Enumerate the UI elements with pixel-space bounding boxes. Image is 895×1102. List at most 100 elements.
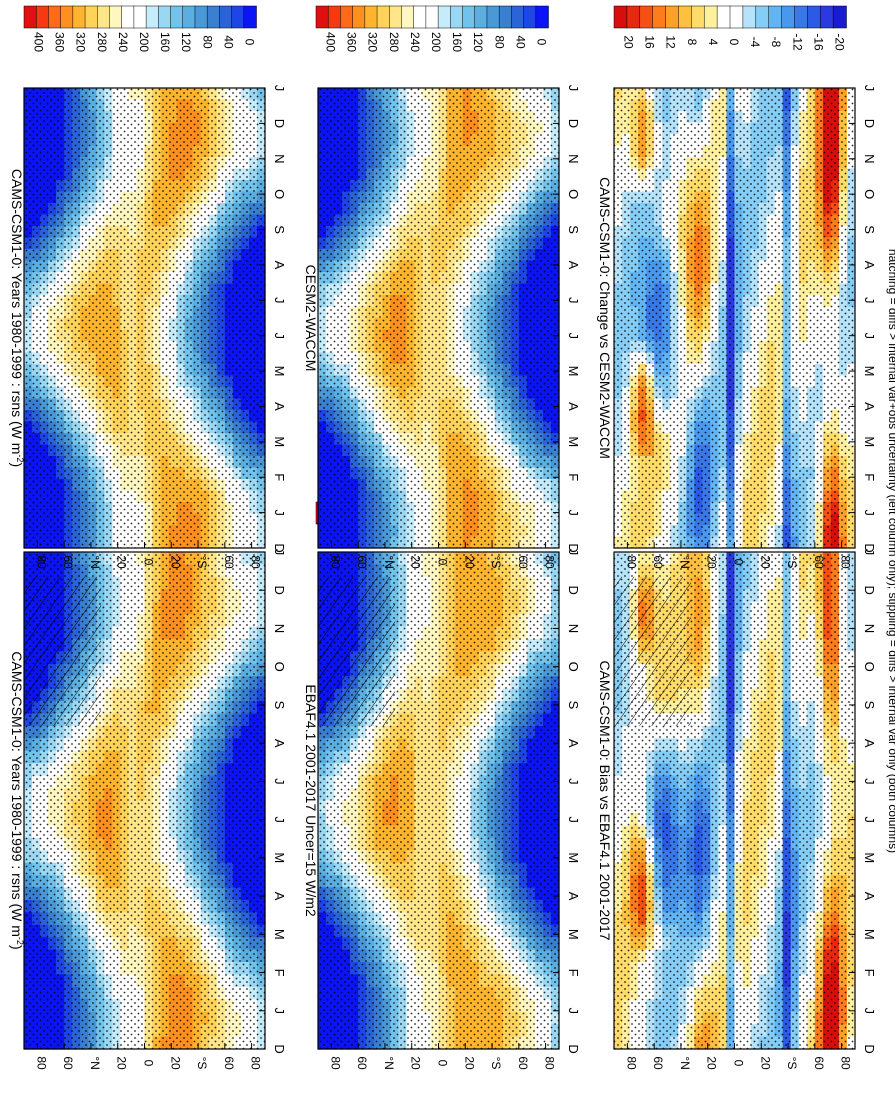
panel-top-right-xtick-label: J xyxy=(272,332,287,339)
panel-middle-right-xtick-label: O xyxy=(566,189,581,199)
panel-bottom-left-ytick-label: 80 xyxy=(624,1056,638,1070)
panel-top-right-colorbar xyxy=(23,5,257,29)
panel-top-left-xtick-label: N xyxy=(272,624,287,633)
panel-middle-right-ytick-label: °N xyxy=(382,555,396,568)
panel-middle-right-ytick-label: 80 xyxy=(543,555,557,569)
panel-bottom-left-ytick-label: 60 xyxy=(651,1056,665,1070)
panel-middle-left-xtick-label: M xyxy=(566,852,581,863)
panel-middle-right-xtick-label: A xyxy=(566,261,581,270)
panel-bottom-right-ytick-label: °N xyxy=(678,555,692,568)
panel-middle-right-colorbar xyxy=(315,5,549,29)
panel-top-left-ytick-label: 60 xyxy=(61,1056,75,1070)
panel-middle-left-xtick-label: J xyxy=(566,549,581,556)
panel-bottom-left-hatching xyxy=(614,576,692,726)
panel-top-left-ytick-label: 20 xyxy=(115,1056,129,1070)
panel-middle-right-xtick-label: A xyxy=(566,402,581,411)
panel-middle-right-ytick-label: 80 xyxy=(328,555,342,569)
panel-middle-right-xtick-label: M xyxy=(566,436,581,447)
panel-top-right-ytick-label: °S xyxy=(195,556,209,569)
panel-bottom-right-colorbar-label: 8 xyxy=(685,39,699,46)
panel-middle-left-xtick-label: D xyxy=(566,586,581,595)
panel-bottom-right-colorbar-label: -12 xyxy=(790,33,804,51)
panel-bottom-left-xtick-label: M xyxy=(862,929,877,940)
panel-bottom-right-xtick-label: A xyxy=(862,402,877,411)
panel-middle-left-xtick-label: J xyxy=(566,816,581,823)
panel-bottom-left-xtick-label: J xyxy=(862,549,877,556)
panel-middle-left-ytick-label: °S xyxy=(489,1057,503,1070)
panel-bottom-right-ytick-label: °S xyxy=(785,556,799,569)
panel-top-right-ytick-label: 60 xyxy=(222,555,236,569)
panel-bottom-right-ytick-label: 20 xyxy=(758,555,772,569)
panel-bottom-right-colorbar-label: 16 xyxy=(643,35,657,49)
panel-top-right-colorbar-label: 400 xyxy=(32,32,46,52)
panel-top-right-ytick-label: °N xyxy=(88,555,102,568)
panel-middle-right-colorbar-label: 200 xyxy=(429,32,443,52)
panel-bottom-right-xtick-label: A xyxy=(862,261,877,270)
panel-bottom-right-xtick-label: N xyxy=(862,154,877,163)
panel-middle-left-hatching xyxy=(318,576,396,726)
panel-middle-right-colorbar-label: 160 xyxy=(450,32,464,52)
panel-bottom-right-xtick-label: F xyxy=(862,473,877,481)
panel-top-left-hatching xyxy=(24,576,102,726)
panel-middle-right-ytick-label: 0 xyxy=(436,559,450,566)
panel-middle-right-colorbar-label: 240 xyxy=(408,32,422,52)
panel-middle-left-ytick-label: 0 xyxy=(436,1060,450,1067)
panel-top-right-colorbar-label: 240 xyxy=(116,32,130,52)
panel-bottom-right-ytick-label: 60 xyxy=(651,555,665,569)
panel-top-right-colorbar-label: 80 xyxy=(200,35,214,49)
panel-middle-left-xtick-label: F xyxy=(566,969,581,977)
panel-bottom-left-title: CAMS-CSM1-0: Bias vs EBAF4.1 2001-2017 xyxy=(597,660,613,940)
figure-footnote: hatching = diffs > internal var+obs unce… xyxy=(886,249,895,853)
panel-middle-left-ytick-label: 20 xyxy=(409,1056,423,1070)
panel-bottom-right-colorbar-label: 20 xyxy=(622,35,636,49)
panel-top-left-ytick-label: 80 xyxy=(34,1056,48,1070)
panel-bottom-right-xtick-label: M xyxy=(862,436,877,447)
panel-bottom-left-xtick-label: M xyxy=(862,852,877,863)
panel-top-left-xtick-label: A xyxy=(272,892,287,901)
panel-top-right-colorbar-label: 160 xyxy=(158,32,172,52)
panel-top-left-ytick-label: °N xyxy=(88,1056,102,1069)
panel-bottom-right-xtick-label: J xyxy=(862,509,877,516)
panel-top-right-ytick-label: 20 xyxy=(115,555,129,569)
panel-middle-right-colorbar-label: 280 xyxy=(387,32,401,52)
panel-top-right-xtick-label: D xyxy=(272,119,287,128)
panel-top-left: CAMS-CSM1-0: Years 1980-1999 : rsns (W m… xyxy=(9,501,287,1070)
panel-bottom-right-colorbar-label: 4 xyxy=(706,39,720,46)
panel-bottom-left-xtick-label: A xyxy=(862,739,877,748)
panel-bottom-right-xtick-label: J xyxy=(862,297,877,304)
panel-top-left-xtick-label: A xyxy=(272,739,287,748)
panel-top-right-colorbar-label: 320 xyxy=(74,32,88,52)
panel-middle-left-ytick-label: 60 xyxy=(516,1056,530,1070)
panel-bottom-left-ytick-label: 20 xyxy=(758,1056,772,1070)
panel-middle-left-xtick-label: O xyxy=(566,662,581,672)
panel-bottom-left-xtick-label: J xyxy=(862,1008,877,1015)
panel-top-right-xtick-label: A xyxy=(272,261,287,270)
panel-bottom-right-xtick-label: O xyxy=(862,189,877,199)
panel-middle-left-xtick-label: N xyxy=(566,624,581,633)
panel-bottom-left-xtick-label: F xyxy=(862,969,877,977)
panel-top-left-ytick-label: 80 xyxy=(249,1056,263,1070)
panel-middle-right-colorbar-label: 120 xyxy=(471,32,485,52)
panel-bottom-right-ytick-label: 80 xyxy=(624,555,638,569)
panel-middle-right-xtick-label: J xyxy=(566,332,581,339)
panel-middle-right-ytick-label: 20 xyxy=(409,555,423,569)
panel-middle-right-xtick-label: J xyxy=(566,297,581,304)
panel-top-left-xtick-label: O xyxy=(272,662,287,672)
panel-middle-right-xtick-label: N xyxy=(566,154,581,163)
panel-top-right-colorbar-label: 120 xyxy=(179,32,193,52)
panel-bottom-left-ytick-label: 80 xyxy=(839,1056,853,1070)
panel-bottom-left-ytick-label: °S xyxy=(785,1057,799,1070)
panel-top-left-xtick-label: D xyxy=(272,1044,287,1053)
panel-top-right-ytick-label: 0 xyxy=(142,559,156,566)
panel-bottom-left-xtick-label: D xyxy=(862,586,877,595)
panel-middle-right-ytick-label: 60 xyxy=(516,555,530,569)
panel-middle-left-title: EBAF4.1 2001-2017 Uncer=15 W/m2 xyxy=(303,684,319,917)
panel-middle-left-ytick-label: 80 xyxy=(543,1056,557,1070)
panel-top-right-xtick-label: M xyxy=(272,366,287,377)
panel-middle-left-xtick-label: M xyxy=(566,929,581,940)
panel-top-left-xtick-label: F xyxy=(272,969,287,977)
panel-top-left-xtick-label: J xyxy=(272,816,287,823)
panel-top-left-xtick-label: D xyxy=(272,586,287,595)
panel-middle-right-xtick-label: J xyxy=(566,509,581,516)
panel-middle-right-ytick-label: 20 xyxy=(462,555,476,569)
